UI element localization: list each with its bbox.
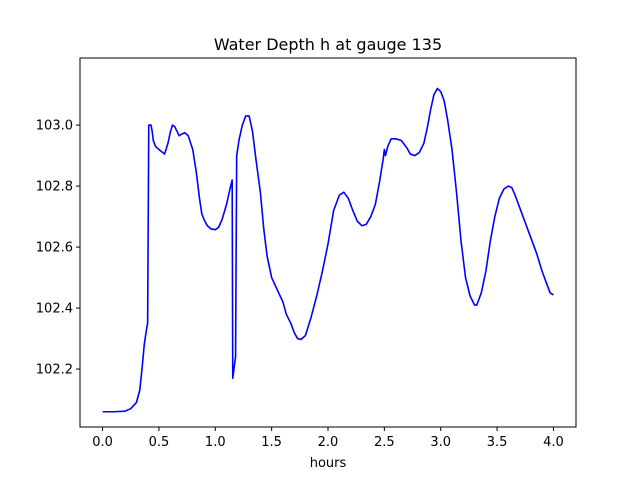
chart-title: Water Depth h at gauge 135 [214, 35, 442, 54]
series-line [102, 87, 554, 413]
x-axis: 0.0 0.5 1.0 1.5 2.0 2.5 3.0 3.5 4.0 [92, 427, 564, 450]
x-tick-label: 0.0 [92, 435, 113, 450]
x-tick-label: 0.5 [149, 435, 170, 450]
y-tick-label: 102.4 [36, 302, 73, 317]
y-tick-label: 102.6 [36, 241, 73, 256]
y-tick-label: 103.0 [36, 119, 73, 134]
x-tick-label: 4.0 [543, 435, 564, 450]
x-tick-label: 1.0 [205, 435, 226, 450]
y-axis: 102.2 102.4 102.6 102.8 103.0 [36, 119, 80, 378]
x-tick-label: 3.5 [487, 435, 508, 450]
x-tick-label: 2.0 [318, 435, 339, 450]
y-tick-label: 102.8 [36, 180, 73, 195]
y-tick-label: 102.2 [36, 363, 73, 378]
x-tick-label: 2.5 [374, 435, 395, 450]
x-tick-label: 3.0 [430, 435, 451, 450]
x-tick-label: 1.5 [261, 435, 282, 450]
x-axis-label: hours [310, 456, 347, 471]
